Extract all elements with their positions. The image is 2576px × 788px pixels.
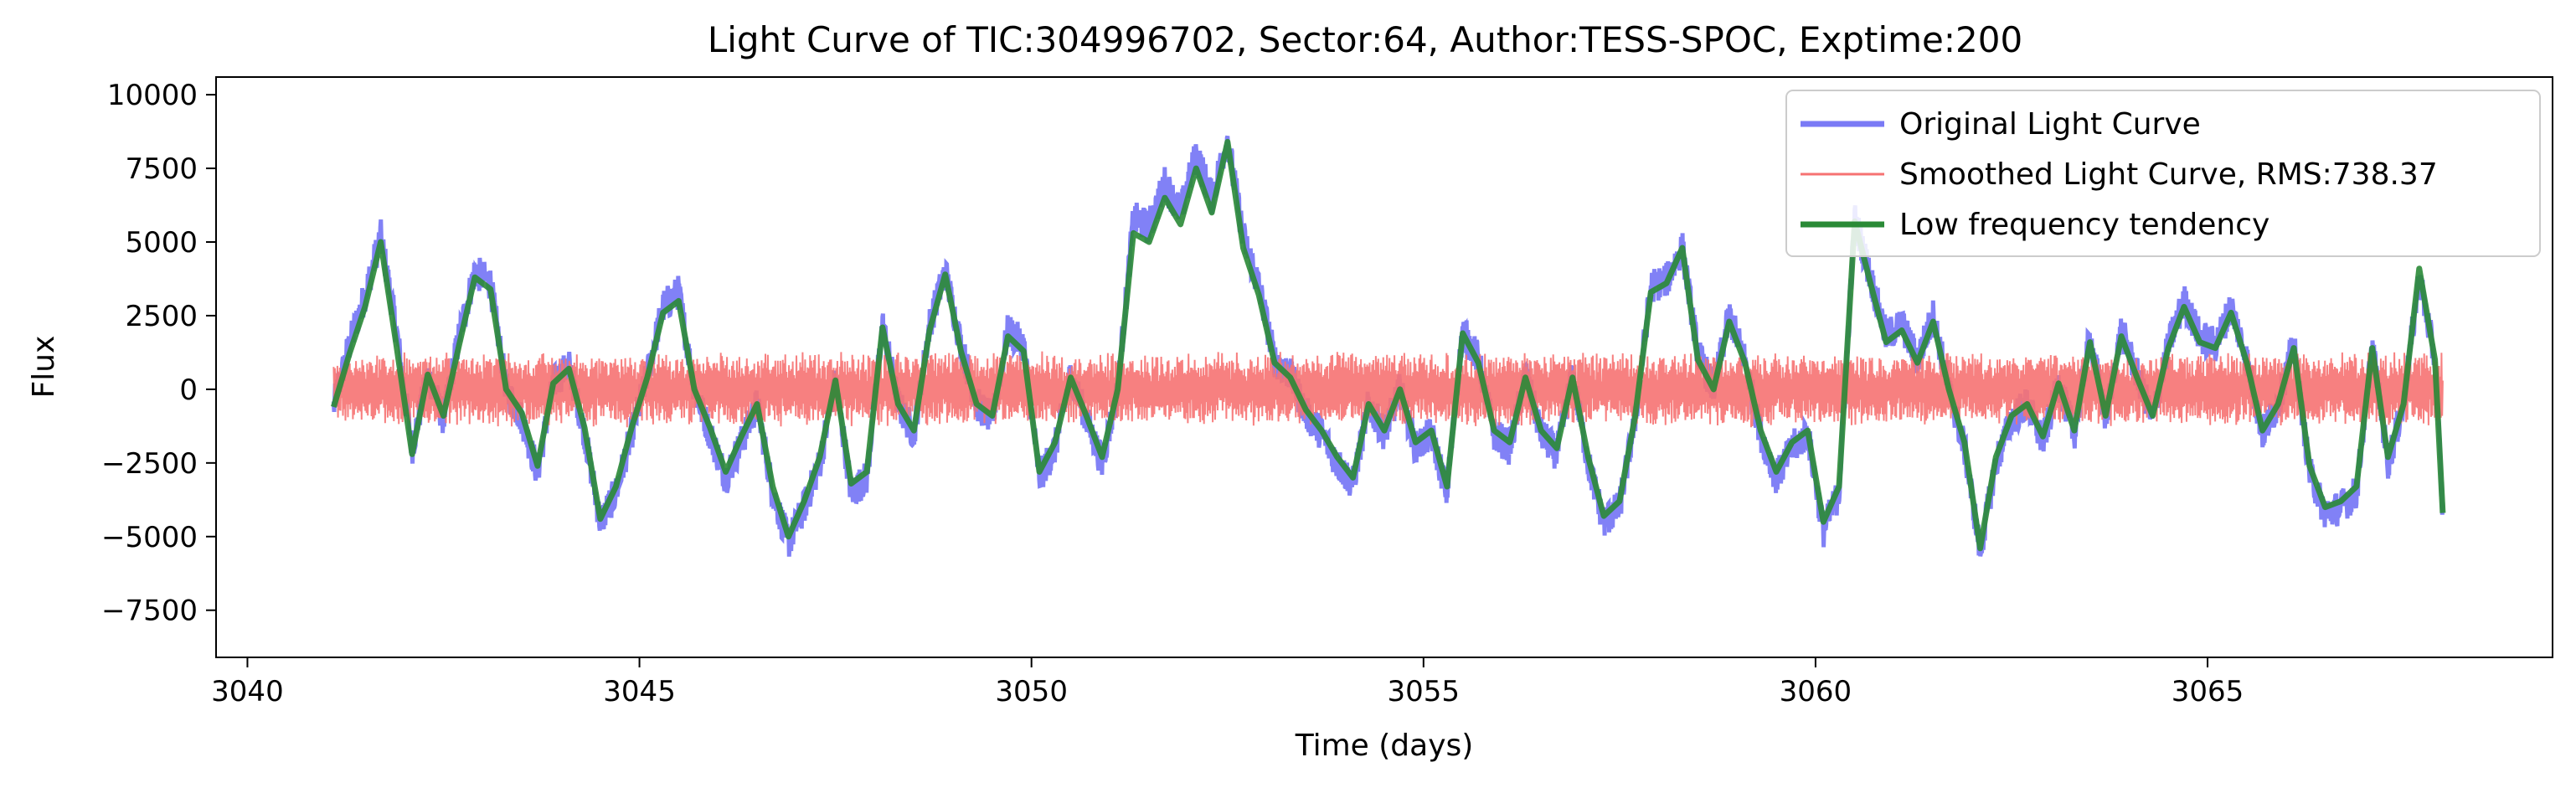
x-tick-label: 3045 xyxy=(603,675,676,708)
x-tick-label: 3065 xyxy=(2172,675,2244,708)
chart-title: Light Curve of TIC:304996702, Sector:64,… xyxy=(708,19,2022,60)
x-tick-label: 3040 xyxy=(211,675,284,708)
legend-label-smoothed: Smoothed Light Curve, RMS:738.37 xyxy=(1899,157,2438,192)
legend: Original Light Curve Smoothed Light Curv… xyxy=(1785,90,2541,257)
y-axis: −7500 −5000 −2500 0 2500 5000 7500 10000 xyxy=(101,79,216,628)
x-tick-label: 3050 xyxy=(995,675,1068,708)
y-tick-label: −7500 xyxy=(101,595,198,628)
y-tick-label: −5000 xyxy=(101,521,198,554)
y-tick-label: 5000 xyxy=(125,226,198,260)
x-tick-label: 3055 xyxy=(1388,675,1461,708)
y-tick-label: 7500 xyxy=(125,152,198,186)
x-axis: 3040 3045 3050 3055 3060 3065 xyxy=(211,657,2244,708)
series-low-frequency-tendency xyxy=(331,138,2446,552)
legend-label-tendency: Low frequency tendency xyxy=(1899,208,2269,242)
x-axis-label: Time (days) xyxy=(1295,729,1474,763)
y-axis-label: Flux xyxy=(27,336,61,399)
legend-box xyxy=(1785,90,2541,257)
y-tick-label: −2500 xyxy=(101,447,198,481)
y-tick-label: 0 xyxy=(179,373,198,407)
x-tick-label: 3060 xyxy=(1780,675,1852,708)
series-smoothed-light-curve xyxy=(332,351,2444,428)
series-layer xyxy=(331,135,2446,557)
y-tick-label: 10000 xyxy=(107,79,198,112)
plot-frame xyxy=(215,76,2553,658)
legend-label-original: Original Light Curve xyxy=(1899,107,2201,142)
y-tick-label: 2500 xyxy=(125,300,198,333)
